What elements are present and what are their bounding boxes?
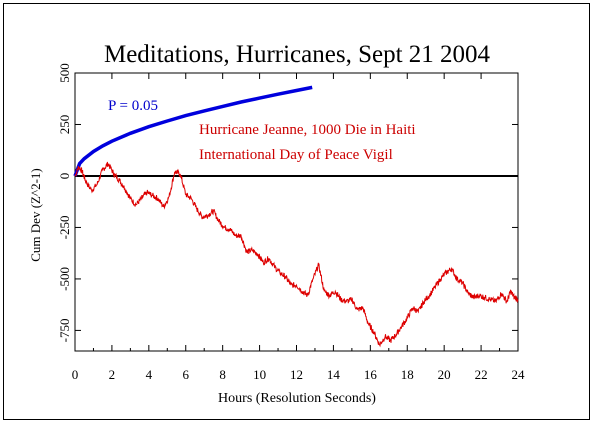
y-axis-ticks: 500 250 0 -250 -500 -750 — [57, 63, 518, 342]
x-axis-ticks: 0 2 4 6 8 10 12 14 16 18 20 22 24 — [72, 73, 525, 382]
y-tick-label: -750 — [57, 318, 72, 342]
x-tick-label: 0 — [72, 367, 79, 382]
annotation-vigil: International Day of Peace Vigil — [199, 147, 393, 163]
y-tick-label: 250 — [57, 115, 72, 134]
x-tick-label: 12 — [290, 367, 303, 382]
x-tick-label: 2 — [109, 367, 116, 382]
x-tick-label: 20 — [438, 367, 451, 382]
x-tick-label: 24 — [512, 367, 526, 382]
x-tick-label: 14 — [327, 367, 341, 382]
x-tick-label: 8 — [219, 367, 226, 382]
annotation-p-value: P = 0.05 — [108, 98, 158, 114]
series-line-cumdev — [74, 161, 519, 348]
y-tick-label: 0 — [57, 173, 72, 180]
x-axis-label: Hours (Resolution Seconds) — [218, 391, 376, 406]
y-tick-label: -500 — [57, 267, 72, 291]
chart-title: Meditations, Hurricanes, Sept 21 2004 — [104, 41, 491, 68]
annotation-hurricane: Hurricane Jeanne, 1000 Die in Haiti — [199, 122, 416, 138]
x-tick-label: 22 — [475, 367, 488, 382]
y-tick-label: -250 — [57, 216, 72, 240]
plot-area — [74, 72, 519, 352]
chart-frame — [3, 3, 590, 420]
x-tick-label: 6 — [183, 367, 190, 382]
x-tick-label: 18 — [401, 367, 414, 382]
x-tick-label: 16 — [364, 367, 378, 382]
x-tick-label: 4 — [146, 367, 153, 382]
series-line-p005 — [73, 85, 313, 177]
y-tick-label: 500 — [57, 63, 72, 83]
x-tick-label: 10 — [253, 367, 266, 382]
y-axis-label: Cum Dev (Z^2-1) — [28, 168, 43, 261]
